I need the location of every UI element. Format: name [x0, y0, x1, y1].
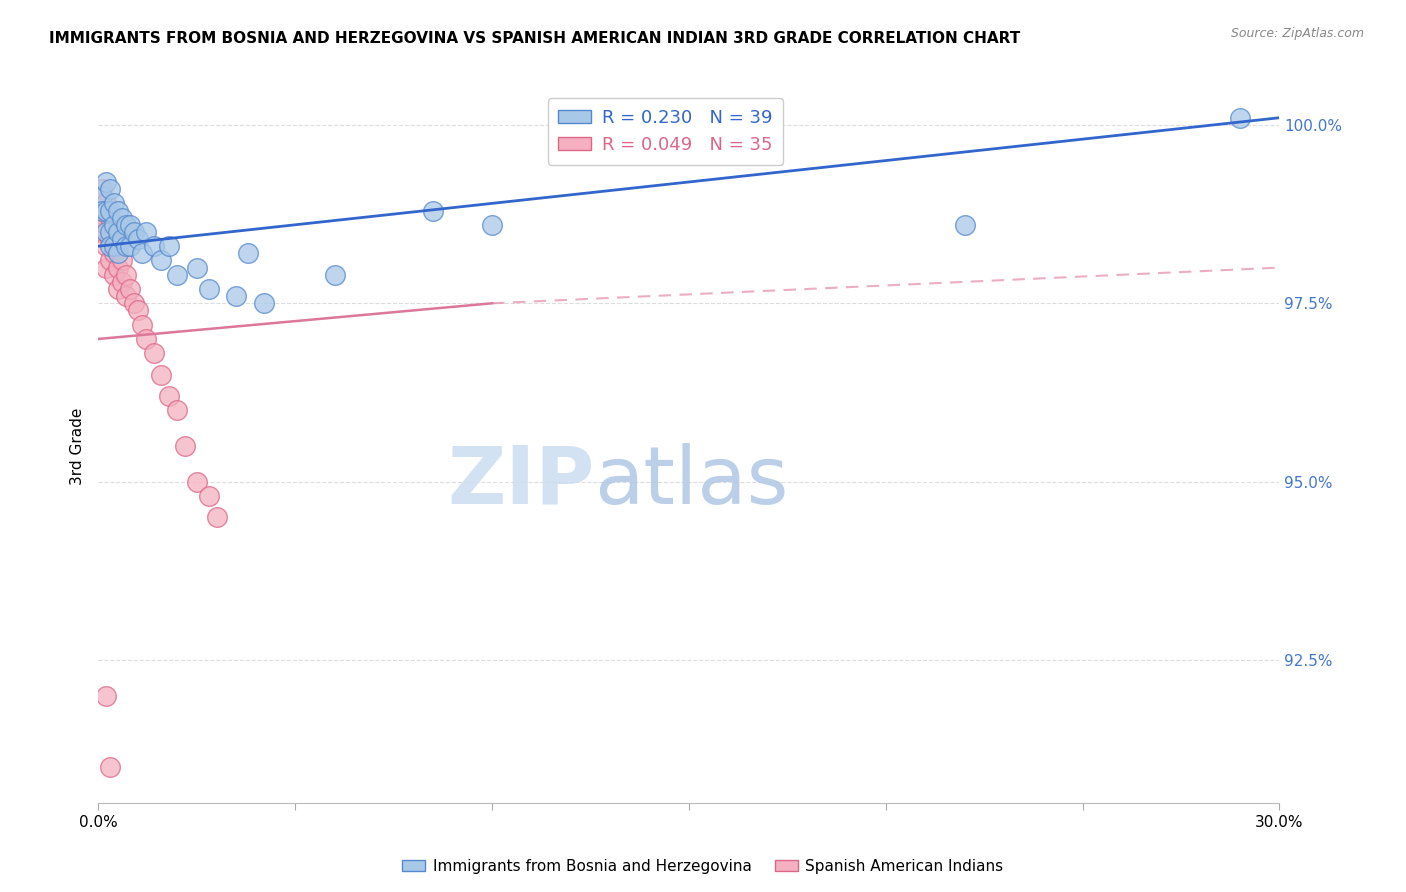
Point — [115, 218, 138, 232]
Point — [1229, 111, 1251, 125]
Point — [197, 489, 219, 503]
Point — [96, 225, 118, 239]
Point — [107, 225, 129, 239]
Point — [115, 289, 138, 303]
Point — [96, 203, 118, 218]
Point — [103, 225, 125, 239]
Text: atlas: atlas — [595, 442, 789, 521]
Point — [142, 346, 165, 360]
Point — [111, 253, 134, 268]
Text: Source: ZipAtlas.com: Source: ZipAtlas.com — [1230, 27, 1364, 40]
Point — [142, 239, 165, 253]
Point — [157, 389, 180, 403]
Point — [107, 282, 129, 296]
Point — [127, 232, 149, 246]
Point — [225, 289, 247, 303]
Point — [98, 203, 121, 218]
Point — [96, 689, 118, 703]
Point — [98, 211, 121, 225]
Point — [103, 196, 125, 211]
Text: ZIP: ZIP — [447, 442, 595, 521]
Point — [98, 182, 121, 196]
Point — [186, 475, 208, 489]
Point — [98, 239, 121, 253]
Point — [118, 218, 141, 232]
Point — [205, 510, 228, 524]
Point — [96, 196, 118, 211]
Point — [118, 282, 141, 296]
Point — [98, 760, 121, 774]
Point — [91, 189, 114, 203]
Point — [481, 218, 503, 232]
Point — [174, 439, 197, 453]
Point — [135, 332, 157, 346]
Point — [96, 239, 118, 253]
Point — [122, 296, 145, 310]
Point — [103, 246, 125, 260]
Point — [150, 253, 173, 268]
Point — [96, 260, 118, 275]
Point — [103, 218, 125, 232]
Point — [422, 203, 444, 218]
Point — [197, 282, 219, 296]
Point — [111, 211, 134, 225]
Y-axis label: 3rd Grade: 3rd Grade — [70, 408, 86, 484]
Point — [96, 218, 118, 232]
Point — [323, 268, 346, 282]
Point — [91, 203, 114, 218]
Point — [107, 260, 129, 275]
Point — [953, 218, 976, 232]
Point — [150, 368, 173, 382]
Point — [186, 260, 208, 275]
Point — [103, 239, 125, 253]
Point — [166, 268, 188, 282]
Point — [122, 225, 145, 239]
Point — [166, 403, 188, 417]
Legend: Immigrants from Bosnia and Herzegovina, Spanish American Indians: Immigrants from Bosnia and Herzegovina, … — [396, 853, 1010, 880]
Point — [98, 253, 121, 268]
Point — [131, 318, 153, 332]
Point — [135, 225, 157, 239]
Point — [111, 232, 134, 246]
Point — [96, 175, 118, 189]
Point — [157, 239, 180, 253]
Point — [253, 296, 276, 310]
Point — [91, 225, 114, 239]
Point — [236, 246, 259, 260]
Point — [107, 246, 129, 260]
Point — [91, 182, 114, 196]
Point — [107, 239, 129, 253]
Point — [98, 232, 121, 246]
Text: IMMIGRANTS FROM BOSNIA AND HERZEGOVINA VS SPANISH AMERICAN INDIAN 3RD GRADE CORR: IMMIGRANTS FROM BOSNIA AND HERZEGOVINA V… — [49, 31, 1021, 46]
Legend: R = 0.230   N = 39, R = 0.049   N = 35: R = 0.230 N = 39, R = 0.049 N = 35 — [547, 98, 783, 165]
Point — [103, 268, 125, 282]
Point — [107, 203, 129, 218]
Point — [131, 246, 153, 260]
Point — [127, 303, 149, 318]
Point — [111, 275, 134, 289]
Point — [118, 239, 141, 253]
Point — [91, 203, 114, 218]
Point — [115, 268, 138, 282]
Point — [115, 239, 138, 253]
Point — [98, 225, 121, 239]
